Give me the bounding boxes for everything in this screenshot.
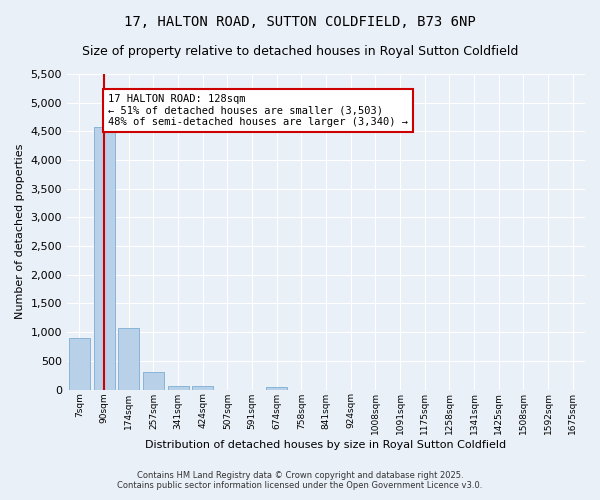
- Bar: [69, 338, 90, 390]
- Text: Contains HM Land Registry data © Crown copyright and database right 2025.
Contai: Contains HM Land Registry data © Crown c…: [118, 470, 482, 490]
- Text: 17 HALTON ROAD: 128sqm
← 51% of detached houses are smaller (3,503)
48% of semi-: 17 HALTON ROAD: 128sqm ← 51% of detached…: [108, 94, 408, 128]
- Y-axis label: Number of detached properties: Number of detached properties: [15, 144, 25, 320]
- Bar: [118, 328, 139, 390]
- Bar: [192, 386, 213, 390]
- Text: 17, HALTON ROAD, SUTTON COLDFIELD, B73 6NP: 17, HALTON ROAD, SUTTON COLDFIELD, B73 6…: [124, 15, 476, 29]
- Bar: [143, 372, 164, 390]
- X-axis label: Distribution of detached houses by size in Royal Sutton Coldfield: Distribution of detached houses by size …: [145, 440, 506, 450]
- Bar: [266, 386, 287, 390]
- Text: Size of property relative to detached houses in Royal Sutton Coldfield: Size of property relative to detached ho…: [82, 45, 518, 58]
- Bar: [94, 128, 115, 390]
- Bar: [167, 386, 188, 390]
